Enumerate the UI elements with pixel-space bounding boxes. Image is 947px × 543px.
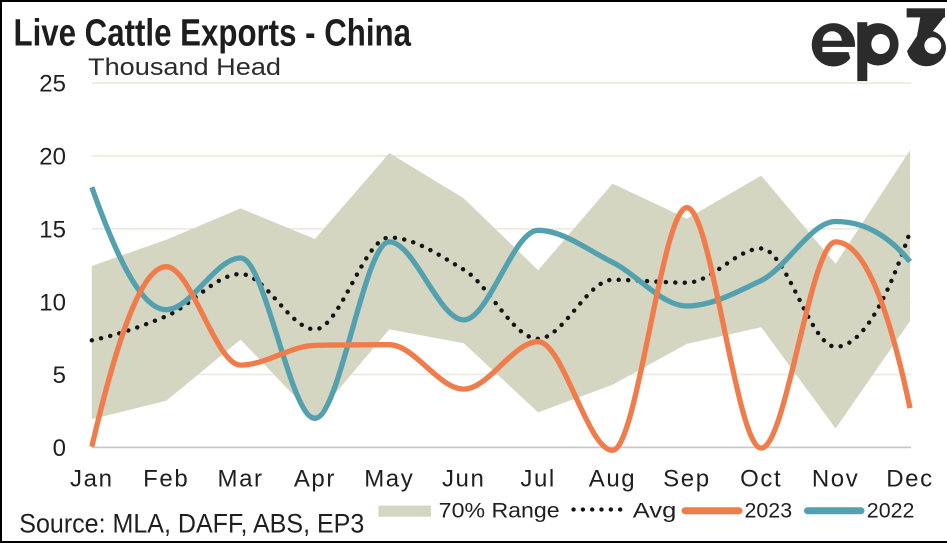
svg-text:10: 10 bbox=[39, 289, 66, 316]
svg-text:Source: MLA, DAFF, ABS, EP3: Source: MLA, DAFF, ABS, EP3 bbox=[19, 508, 364, 538]
svg-text:2022: 2022 bbox=[867, 500, 915, 523]
svg-text:Live Cattle Exports - China: Live Cattle Exports - China bbox=[14, 13, 412, 55]
svg-text:5: 5 bbox=[53, 362, 66, 389]
svg-text:Dec: Dec bbox=[886, 466, 933, 493]
svg-text:Jan: Jan bbox=[70, 466, 114, 493]
svg-text:15: 15 bbox=[39, 216, 66, 243]
svg-text:0: 0 bbox=[53, 435, 66, 462]
svg-text:Thousand Head: Thousand Head bbox=[88, 54, 281, 81]
svg-text:Sep: Sep bbox=[663, 466, 711, 493]
svg-text:Mar: Mar bbox=[218, 466, 264, 493]
svg-text:Aug: Aug bbox=[589, 466, 637, 493]
svg-text:Oct: Oct bbox=[740, 466, 782, 493]
svg-text:25: 25 bbox=[39, 71, 66, 98]
svg-text:Jun: Jun bbox=[442, 466, 486, 493]
svg-text:Nov: Nov bbox=[812, 466, 859, 493]
svg-text:70% Range: 70% Range bbox=[439, 500, 560, 523]
svg-text:20: 20 bbox=[39, 144, 66, 171]
svg-text:Avg: Avg bbox=[633, 500, 677, 523]
svg-text:May: May bbox=[364, 466, 414, 493]
svg-text:2023: 2023 bbox=[745, 500, 793, 523]
svg-text:Jul: Jul bbox=[520, 466, 555, 493]
svg-text:Apr: Apr bbox=[294, 466, 336, 493]
svg-text:Feb: Feb bbox=[143, 466, 189, 493]
